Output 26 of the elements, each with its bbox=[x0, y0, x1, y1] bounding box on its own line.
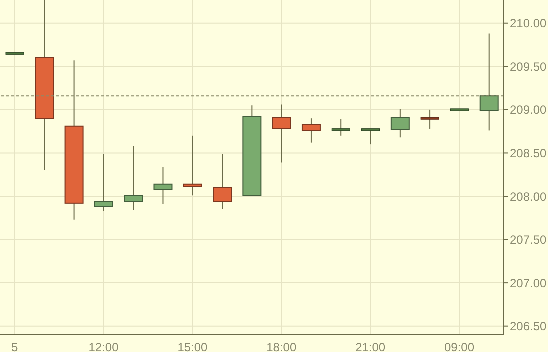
candlestick bbox=[124, 146, 144, 211]
y-tick-label: 206.50 bbox=[510, 320, 548, 334]
y-tick-label: 208.00 bbox=[510, 190, 548, 204]
candlestick bbox=[213, 154, 232, 210]
x-tick-label: 18:00 bbox=[266, 340, 297, 352]
candlestick bbox=[480, 33, 499, 132]
y-tick-label: 210.00 bbox=[510, 16, 548, 31]
y-tick-label: 207.50 bbox=[510, 233, 548, 248]
candlestick bbox=[154, 166, 173, 205]
candlestick bbox=[420, 109, 440, 130]
x-tick-label: 09:00 bbox=[444, 340, 475, 352]
candlestick bbox=[332, 118, 350, 136]
candlestick bbox=[362, 128, 380, 146]
x-tick-label: 12:00 bbox=[88, 340, 120, 352]
candlestick bbox=[94, 154, 114, 212]
candlestick bbox=[272, 104, 292, 164]
y-tick-label: 208.50 bbox=[510, 146, 548, 160]
candlestick bbox=[302, 118, 321, 144]
y-tick-label: 209.00 bbox=[510, 103, 548, 118]
x-tick-label: 21:00 bbox=[356, 340, 386, 352]
candlestick bbox=[183, 135, 202, 196]
candlestick bbox=[390, 108, 410, 138]
x-tick-label: 15:00 bbox=[178, 340, 208, 352]
y-tick-label: 207.00 bbox=[510, 276, 548, 290]
x-tick-label: 5 bbox=[11, 340, 18, 352]
y-tick-label: 209.50 bbox=[510, 60, 548, 74]
